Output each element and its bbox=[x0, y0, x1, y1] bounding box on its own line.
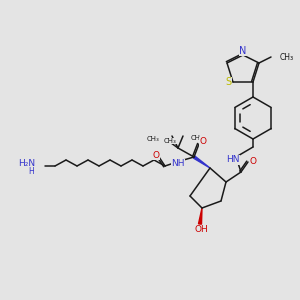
Text: CH₃: CH₃ bbox=[280, 52, 294, 62]
Text: OH: OH bbox=[194, 226, 208, 235]
Text: HN: HN bbox=[226, 155, 240, 164]
Text: O: O bbox=[250, 157, 256, 166]
Text: O: O bbox=[200, 137, 206, 146]
Text: CH₃: CH₃ bbox=[146, 136, 159, 142]
Text: N: N bbox=[239, 46, 247, 56]
Text: CH₃: CH₃ bbox=[164, 138, 176, 144]
Polygon shape bbox=[199, 208, 202, 224]
Text: H₂N: H₂N bbox=[18, 160, 35, 169]
Polygon shape bbox=[193, 156, 210, 168]
Text: CH₃: CH₃ bbox=[191, 135, 204, 141]
Text: S: S bbox=[225, 77, 231, 87]
Text: H: H bbox=[28, 167, 34, 176]
Text: O: O bbox=[152, 151, 160, 160]
Text: NH: NH bbox=[171, 160, 185, 169]
